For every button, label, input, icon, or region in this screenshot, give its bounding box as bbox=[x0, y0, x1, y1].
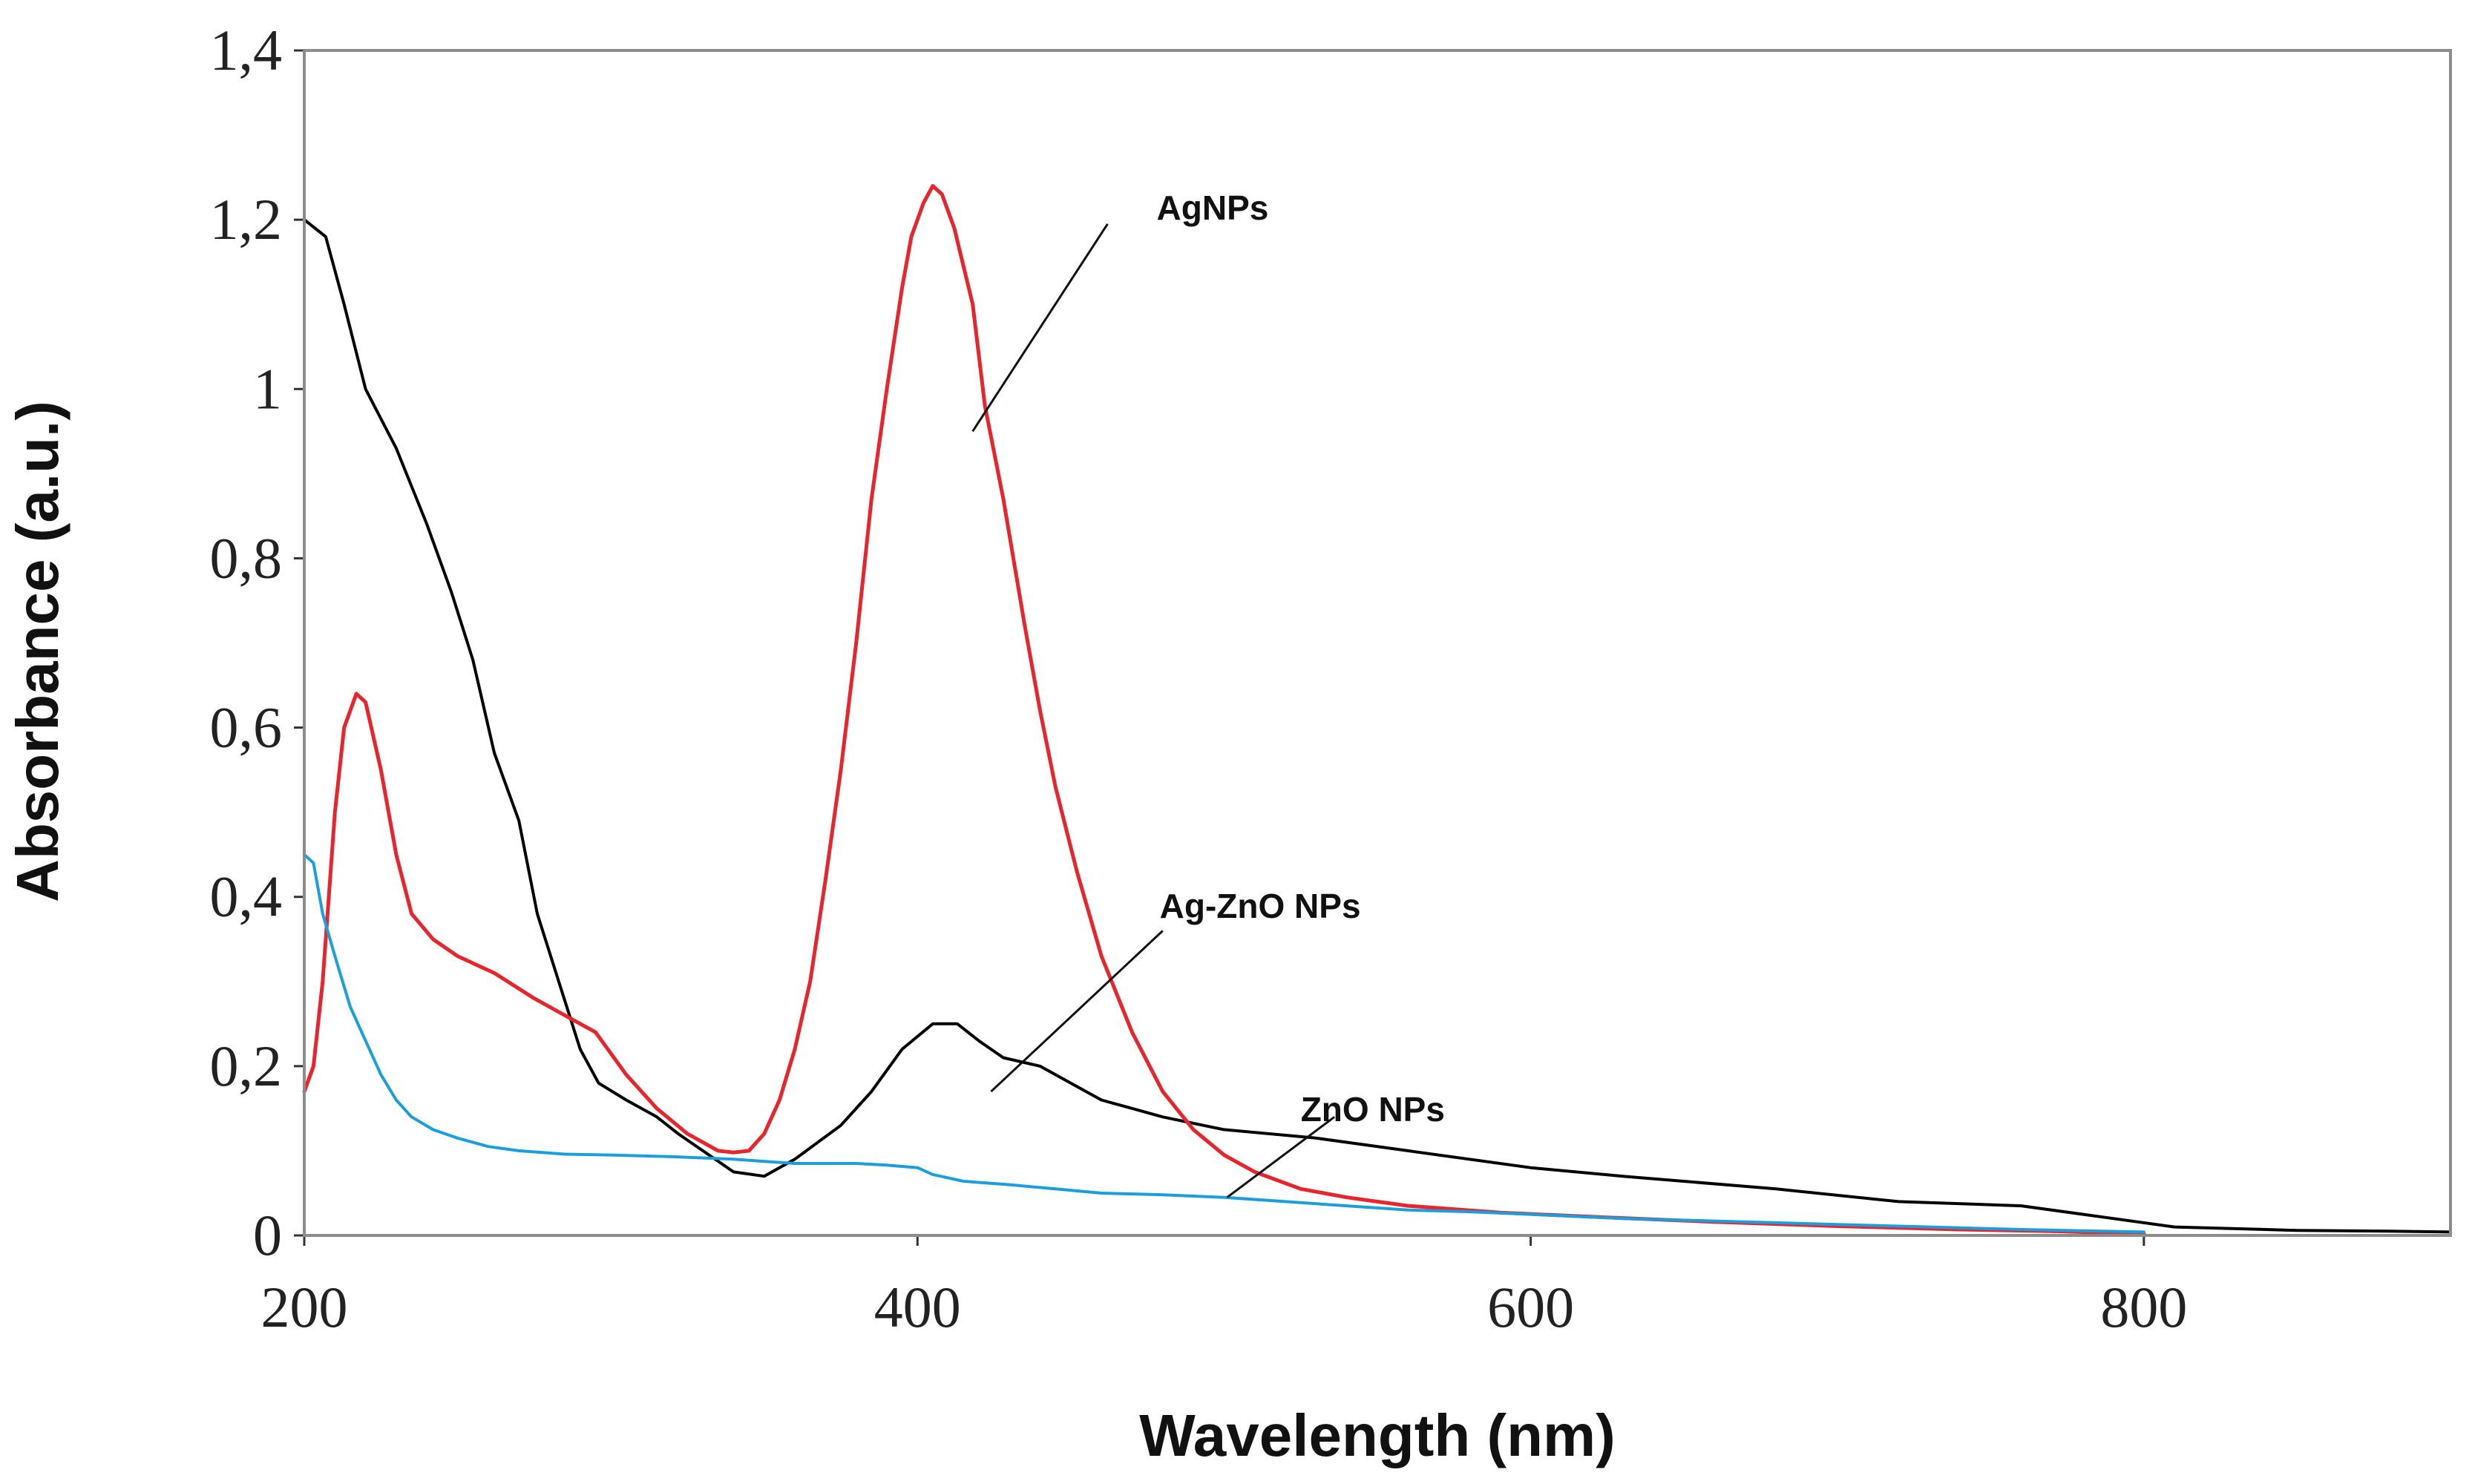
annotation-label-agnps: AgNPs bbox=[1157, 188, 1269, 227]
y-tick-label: 0,4 bbox=[210, 864, 283, 929]
y-tick-label: 1,4 bbox=[210, 18, 283, 82]
y-tick-label: 1,2 bbox=[210, 187, 283, 252]
y-tick-label: 0,8 bbox=[210, 525, 283, 590]
x-tick-label: 800 bbox=[2100, 1275, 2187, 1339]
series-line-ag-zno-nps bbox=[303, 218, 2452, 1234]
y-tick-label: 1 bbox=[253, 356, 282, 421]
y-axis-title: Absorbance (a.u.) bbox=[4, 401, 71, 902]
annotation-label-zno-nps: ZnO NPs bbox=[1301, 1090, 1445, 1129]
plot-marks: 0 0,2 0,4 0,6 0,8 1 1,2 1,4 200 400 600 800 AgNPs Ag-… bbox=[210, 18, 2452, 1339]
y-tick-label: 0,2 bbox=[210, 1034, 283, 1098]
x-tick-label: 600 bbox=[1487, 1275, 1574, 1339]
y-tick-label: 0,6 bbox=[210, 695, 283, 760]
series-line-zno-nps bbox=[303, 853, 2145, 1234]
plot-area-frame bbox=[303, 49, 2452, 1237]
series-line-agnps bbox=[302, 184, 2146, 1236]
x-axis-title: Wavelength (nm) bbox=[1139, 1402, 1615, 1468]
annotation-leader-zno-nps bbox=[1226, 1116, 1336, 1198]
x-tick-label: 400 bbox=[874, 1275, 961, 1339]
x-tick-label: 200 bbox=[261, 1275, 348, 1339]
y-tick-label: 0 bbox=[253, 1203, 282, 1267]
annotation-label-ag-zno-nps: Ag-ZnO NPs bbox=[1160, 887, 1361, 925]
annotation-leader-ag-zno-nps bbox=[990, 930, 1164, 1093]
annotation-leader-agnps bbox=[971, 223, 1109, 433]
